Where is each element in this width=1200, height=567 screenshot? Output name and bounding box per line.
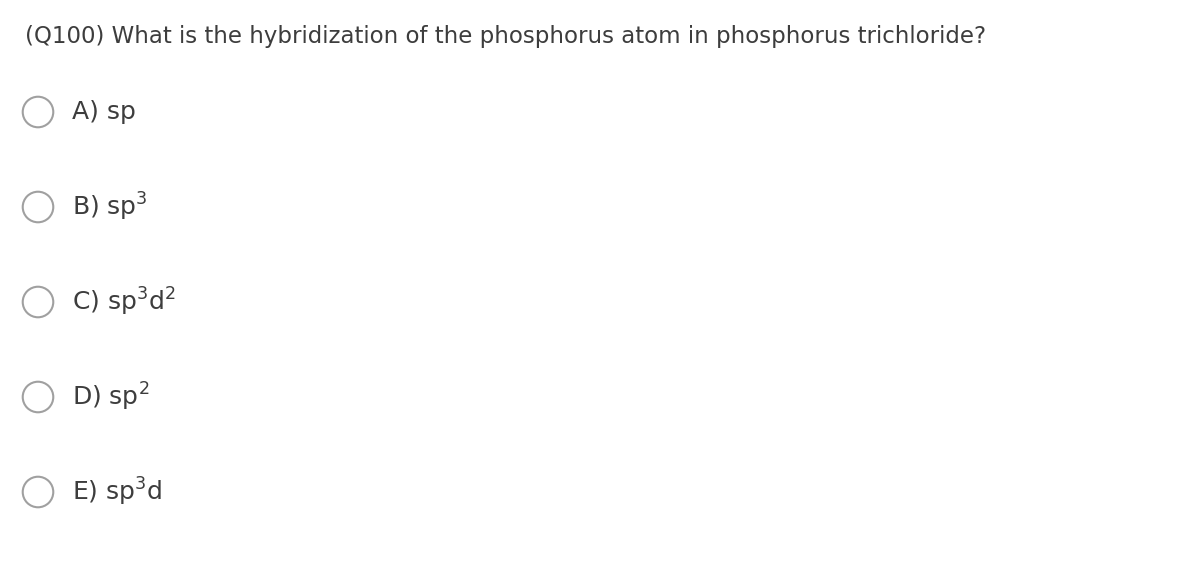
Text: (Q100) What is the hybridization of the phosphorus atom in phosphorus trichlorid: (Q100) What is the hybridization of the … <box>25 25 986 48</box>
Text: E) sp$^{3}$d: E) sp$^{3}$d <box>72 476 162 508</box>
Text: D) sp$^{2}$: D) sp$^{2}$ <box>72 381 150 413</box>
Text: B) sp$^3$: B) sp$^3$ <box>72 191 148 223</box>
Text: C) sp$^{3}$d$^{2}$: C) sp$^{3}$d$^{2}$ <box>72 286 175 318</box>
Text: A) sp: A) sp <box>72 100 136 124</box>
